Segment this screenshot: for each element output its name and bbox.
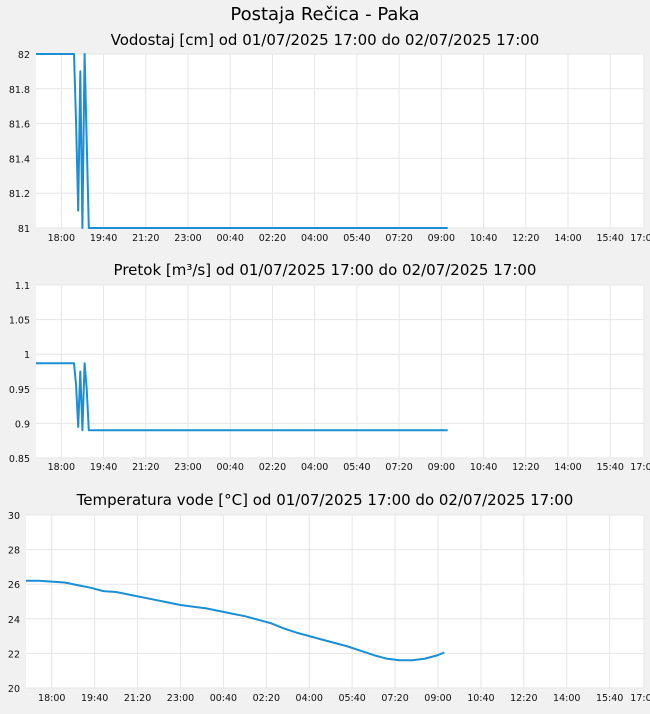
y-tick-label: 0.85 [9, 454, 30, 465]
charts-group: Vodostaj [cm] od 01/07/2025 17:00 do 02/… [8, 31, 650, 704]
x-tick-label: 07:20 [385, 233, 412, 244]
chart-title: Vodostaj [cm] od 01/07/2025 17:00 do 02/… [111, 31, 540, 49]
x-tick-label: 21:20 [132, 233, 159, 244]
y-tick-label: 0.9 [15, 419, 30, 430]
x-tick-label: 19:40 [90, 233, 117, 244]
x-tick-label: 17:00 [630, 462, 650, 473]
y-tick-label: 81.4 [9, 154, 30, 165]
page-title: Postaja Rečica - Paka [230, 4, 419, 25]
chart-title: Temperatura vode [°C] od 01/07/2025 17:0… [76, 491, 574, 509]
y-tick-label: 81.2 [9, 189, 30, 200]
x-tick-label: 18:00 [48, 462, 75, 473]
x-tick-label: 23:00 [174, 462, 201, 473]
x-tick-label: 09:00 [428, 233, 455, 244]
series-line-1 [36, 53, 448, 229]
x-tick-label: 14:00 [553, 693, 580, 704]
x-tick-label: 07:20 [385, 462, 412, 473]
x-tick-label: 21:20 [132, 462, 159, 473]
x-tick-label: 18:00 [38, 693, 65, 704]
x-tick-label: 14:00 [554, 233, 581, 244]
x-tick-label: 21:20 [124, 693, 151, 704]
x-tick-label: 00:40 [210, 693, 237, 704]
plot-background [36, 285, 644, 458]
x-tick-label: 19:40 [81, 693, 108, 704]
y-tick-label: 22 [8, 649, 20, 660]
series-line-1 [26, 579, 445, 662]
y-tick-label: 24 [8, 615, 20, 626]
chart-title: Pretok [m³/s] od 01/07/2025 17:00 do 02/… [114, 261, 537, 279]
x-tick-label: 18:00 [48, 233, 75, 244]
x-tick-label: 12:20 [512, 462, 539, 473]
x-tick-label: 04:00 [296, 693, 323, 704]
y-tick-label: 30 [8, 511, 20, 522]
x-tick-label: 05:40 [338, 693, 365, 704]
x-tick-label: 05:40 [343, 233, 370, 244]
x-tick-label: 09:00 [428, 462, 455, 473]
x-tick-label: 15:40 [596, 693, 623, 704]
y-tick-label: 26 [8, 580, 20, 591]
x-tick-label: 10:40 [470, 462, 497, 473]
x-tick-label: 14:00 [554, 462, 581, 473]
x-tick-label: 23:00 [174, 233, 201, 244]
y-tick-label: 82 [18, 50, 30, 61]
x-tick-label: 23:00 [167, 693, 194, 704]
x-tick-label: 05:40 [343, 462, 370, 473]
x-tick-label: 02:20 [253, 693, 280, 704]
x-tick-label: 17:00 [630, 693, 650, 704]
x-tick-label: 17:00 [630, 233, 650, 244]
plot-background [26, 515, 644, 688]
x-tick-label: 02:20 [259, 462, 286, 473]
y-tick-label: 81 [18, 224, 30, 235]
chart-panel-3: Temperatura vode [°C] od 01/07/2025 17:0… [8, 491, 650, 704]
x-tick-label: 04:00 [301, 462, 328, 473]
x-tick-label: 12:20 [510, 693, 537, 704]
x-tick-label: 12:20 [512, 233, 539, 244]
x-tick-label: 19:40 [90, 462, 117, 473]
y-tick-label: 81.6 [9, 120, 30, 131]
chart-panel-2: Pretok [m³/s] od 01/07/2025 17:00 do 02/… [9, 261, 650, 473]
x-tick-label: 10:40 [467, 693, 494, 704]
y-tick-label: 1.1 [15, 281, 30, 292]
plot-background [36, 54, 644, 228]
y-tick-label: 28 [8, 546, 20, 557]
x-tick-label: 09:00 [424, 693, 451, 704]
y-tick-label: 1.05 [9, 316, 30, 327]
y-tick-label: 81.8 [9, 85, 30, 96]
y-tick-label: 0.95 [9, 385, 30, 396]
y-tick-label: 20 [8, 684, 20, 695]
x-tick-label: 00:40 [217, 233, 244, 244]
x-tick-label: 00:40 [217, 462, 244, 473]
x-tick-label: 15:40 [597, 233, 624, 244]
y-tick-label: 1 [24, 350, 30, 361]
x-tick-label: 10:40 [470, 233, 497, 244]
series-line-1 [36, 362, 448, 432]
x-tick-label: 15:40 [597, 462, 624, 473]
x-tick-label: 02:20 [259, 233, 286, 244]
x-tick-label: 04:00 [301, 233, 328, 244]
x-tick-label: 07:20 [381, 693, 408, 704]
chart-panel-1: Vodostaj [cm] od 01/07/2025 17:00 do 02/… [9, 31, 650, 244]
